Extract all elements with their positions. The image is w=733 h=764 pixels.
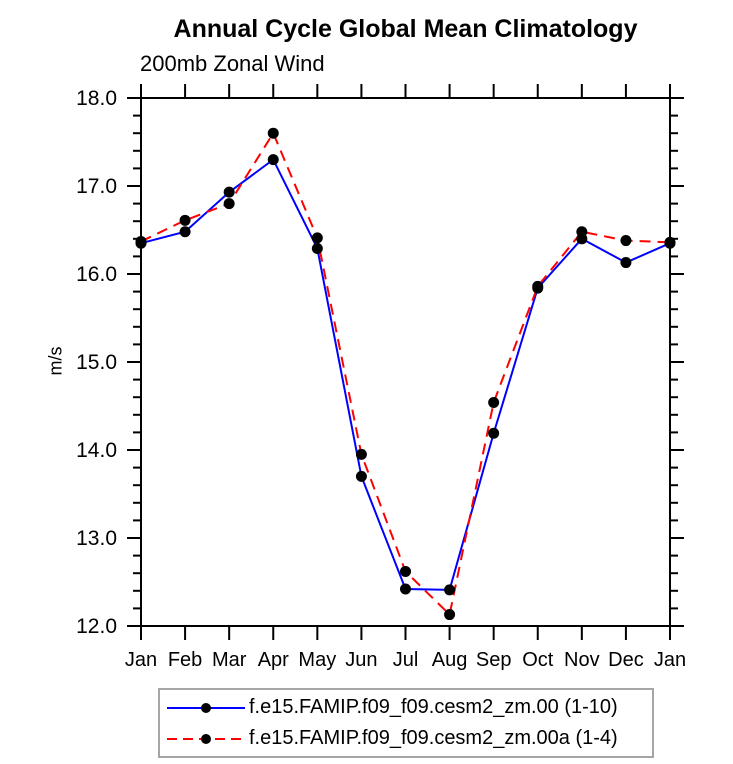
x-tick-label: Feb xyxy=(168,649,202,671)
x-tick-label: Jul xyxy=(393,649,419,671)
y-axis-ticks xyxy=(127,97,684,627)
plot-frame xyxy=(140,97,671,627)
data-point-marker xyxy=(576,226,588,238)
x-tick-label: Dec xyxy=(608,649,644,671)
x-tick-label: Mar xyxy=(212,649,247,671)
legend-item-1: f.e15.FAMIP.f09_f09.cesm2_zm.00a (1-4) xyxy=(160,723,652,754)
data-point-marker xyxy=(620,257,632,269)
data-point-marker xyxy=(400,583,411,595)
y-tick-label: 13.0 xyxy=(76,527,117,550)
data-point-marker xyxy=(620,235,632,247)
series-markers-0 xyxy=(135,154,676,596)
data-point-marker xyxy=(355,448,367,460)
x-tick-label: May xyxy=(298,649,336,671)
data-point-marker xyxy=(223,198,235,210)
data-point-marker xyxy=(532,280,544,292)
x-axis-ticks xyxy=(140,84,671,640)
x-axis-labels: Jan Feb Mar Apr May Jun Jul Aug Sep Oct Nov Dec Jan xyxy=(125,649,686,671)
x-tick-label: Sep xyxy=(476,649,512,671)
x-tick-label: Jun xyxy=(345,649,377,671)
data-point-marker xyxy=(488,396,500,408)
data-point-marker xyxy=(444,609,456,621)
legend-marker-icon xyxy=(201,702,211,713)
series-line-0 xyxy=(140,158,671,591)
x-tick-label: Apr xyxy=(258,649,289,671)
legend-label: f.e15.FAMIP.f09_f09.cesm2_zm.00a (1-4) xyxy=(249,727,618,749)
data-point-marker xyxy=(267,154,279,166)
y-tick-label: 18.0 xyxy=(76,87,117,110)
x-tick-label: Jan xyxy=(125,649,157,671)
y-tick-label: 17.0 xyxy=(76,175,117,198)
data-point-marker xyxy=(664,236,676,248)
legend-label: f.e15.FAMIP.f09_f09.cesm2_zm.00 (1-10) xyxy=(249,696,618,718)
x-tick-label: Oct xyxy=(522,649,554,671)
y-axis-labels: 12.0 13.0 14.0 15.0 16.0 17.0 18.0 xyxy=(76,87,117,638)
legend-line-sample xyxy=(167,702,245,713)
y-tick-label: 12.0 xyxy=(76,615,117,638)
legend-marker-icon xyxy=(201,733,211,744)
data-point-marker xyxy=(223,186,235,198)
y-tick-label: 15.0 xyxy=(76,351,117,374)
y-tick-label: 16.0 xyxy=(76,263,117,286)
data-point-marker xyxy=(355,470,367,482)
legend-box: f.e15.FAMIP.f09_f09.cesm2_zm.00 (1-10) f.… xyxy=(158,688,654,758)
x-tick-label: Nov xyxy=(564,649,600,671)
x-tick-label: Jan xyxy=(654,649,686,671)
data-point-marker xyxy=(311,242,323,254)
legend-item-0: f.e15.FAMIP.f09_f09.cesm2_zm.00 (1-10) xyxy=(160,692,652,723)
data-point-marker xyxy=(267,127,279,139)
x-tick-label: Aug xyxy=(432,649,468,671)
data-point-marker xyxy=(311,232,323,244)
series-line-1 xyxy=(140,131,671,617)
chart-title: Annual Cycle Global Mean Climatology xyxy=(173,15,638,43)
data-point-marker xyxy=(444,584,456,596)
data-point-marker xyxy=(488,427,500,439)
data-point-marker xyxy=(179,214,191,226)
y-tick-label: 14.0 xyxy=(76,439,117,462)
data-point-marker xyxy=(179,226,191,238)
legend-line-sample xyxy=(167,733,245,744)
data-point-marker xyxy=(135,235,147,247)
data-point-marker xyxy=(400,565,411,577)
chart-subtitle: 200mb Zonal Wind xyxy=(140,51,325,76)
series-markers-1 xyxy=(135,127,676,621)
